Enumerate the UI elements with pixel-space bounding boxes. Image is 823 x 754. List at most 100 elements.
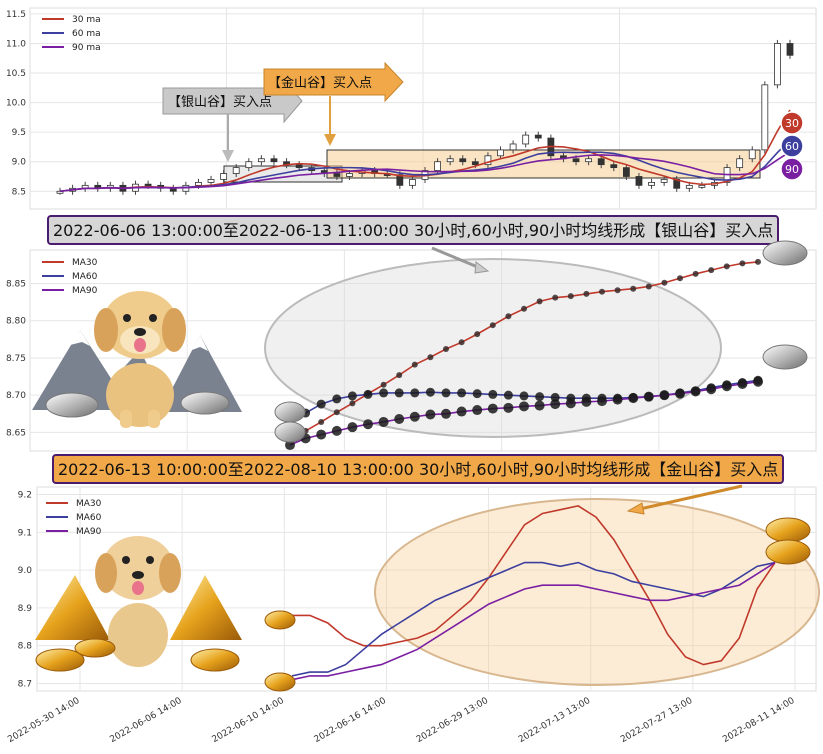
silver-ma-marker — [755, 258, 761, 265]
silver-ma-marker — [692, 270, 699, 277]
silver-ma-marker — [503, 402, 514, 413]
silver-ma-marker — [363, 389, 373, 399]
ma-badge — [780, 111, 804, 135]
price-legend: 30 ma 60 ma 90 ma — [42, 15, 101, 53]
silver-ma-marker — [583, 290, 590, 297]
candle-body — [195, 181, 202, 186]
gold-pointer-head — [324, 134, 336, 146]
candle-body — [660, 179, 668, 183]
candle-body — [597, 158, 605, 166]
silver-y-tick: 8.85 — [6, 280, 26, 290]
silver-ma-marker — [411, 361, 418, 368]
silver-ma-marker — [443, 346, 449, 353]
silver-ma-marker — [581, 396, 592, 407]
silver-ma-marker — [628, 393, 639, 404]
gold-y-tick: 8.7 — [18, 679, 32, 689]
candle-body — [635, 176, 643, 186]
silver-ma-marker — [457, 388, 467, 398]
silver-ma-marker — [706, 384, 717, 395]
silver-ma-marker — [690, 386, 701, 397]
candle-body — [333, 173, 341, 177]
candle-body — [346, 173, 353, 177]
silver-ma-marker — [614, 287, 621, 294]
legend-label: MA30 — [76, 499, 102, 509]
silver-ma-marker — [567, 293, 574, 300]
price-panel: 8.5 9.0 9.5 10.0 10.5 11.0 11.5 30 ma 60 ma 90 m… — [6, 7, 817, 210]
gold-x-tick: 2022-08-11 14:00 — [721, 696, 796, 745]
silver-y-tick: 8.70 — [6, 391, 26, 401]
candle-body — [585, 158, 593, 163]
ma-badges: 30 60 90 — [780, 111, 804, 181]
candle-body — [245, 161, 253, 169]
legend-label: 30 ma — [72, 15, 101, 25]
silver-ma-marker — [425, 409, 436, 420]
silver-ma-marker — [331, 425, 342, 436]
gold-y-tick: 8.9 — [18, 604, 33, 614]
silver-ma-marker — [534, 400, 545, 411]
ma-badge — [780, 134, 804, 158]
dog-illustration-gold — [95, 536, 181, 667]
silver-ma-marker — [643, 391, 654, 402]
silver-ma-marker — [597, 396, 607, 407]
candle-body — [169, 187, 177, 192]
candle-body — [648, 181, 655, 186]
price-y-ticks: 8.5 9.0 9.5 10.0 10.5 11.0 11.5 — [6, 10, 26, 197]
price-y-tick: 10.0 — [6, 99, 26, 109]
candle-body — [497, 149, 504, 157]
silver-ma-marker — [410, 388, 420, 398]
silver-ma-marker — [505, 313, 512, 320]
silver-ma-marker — [332, 394, 342, 404]
candle-body — [698, 184, 706, 188]
gold-ma-line — [292, 505, 776, 666]
gold-x-ticks: 2022-05-30 14:00 2022-06-06 14:00 2022-06-… — [6, 696, 796, 745]
candle-body — [446, 158, 454, 163]
gold-x-tick: 2022-06-29 13:00 — [415, 696, 490, 745]
price-ma-lines — [59, 109, 791, 193]
silver-ma-marker — [396, 372, 403, 379]
silver-ma-marker — [708, 267, 715, 274]
dog-illustration — [94, 291, 186, 428]
silver-ma-marker — [565, 398, 576, 409]
gold-x-tick: 2022-06-16 14:00 — [313, 696, 388, 745]
silver-ma-marker — [737, 379, 748, 389]
gold-ma-lines — [291, 505, 776, 681]
silver-ma-marker — [519, 401, 529, 412]
silver-ma-marker — [349, 400, 356, 407]
silver-ma-marker — [427, 354, 434, 361]
silver-pointer-head — [222, 150, 234, 162]
gold-banner: 2022-06-13 10:00:00至2022-08-10 13:00:00 … — [52, 454, 784, 484]
silver-y-tick: 8.75 — [6, 354, 26, 364]
candle-body — [434, 161, 441, 171]
gold-y-tick: 9.0 — [18, 566, 33, 576]
candle-body — [471, 161, 479, 166]
candle-body — [610, 164, 618, 169]
gold-panel: 8.7 8.8 8.9 9.0 9.1 9.2 MA30 MA60 MA90 2022-05-… — [6, 484, 820, 745]
legend-label: MA30 — [72, 258, 98, 268]
silver-ma-marker — [285, 440, 295, 451]
silver-ma-marker — [472, 405, 483, 416]
silver-ma-marker — [521, 305, 527, 312]
gold-x-tick: 2022-07-13 13:00 — [517, 696, 592, 745]
silver-ma-marker — [503, 390, 513, 400]
silver-callout-head — [474, 261, 490, 274]
silver-ma-marker — [347, 422, 358, 433]
candle-body — [484, 155, 492, 166]
candle-body — [736, 158, 744, 169]
silver-ma-marker — [394, 413, 405, 424]
silver-ma-marker — [519, 391, 529, 401]
silver-ma-marker — [677, 275, 683, 282]
legend-label: MA90 — [76, 527, 102, 537]
silver-ma-marker — [380, 381, 387, 388]
silver-ma-marker — [363, 419, 373, 430]
silver-ma-marker — [409, 411, 420, 422]
silver-y-tick: 8.80 — [6, 317, 26, 327]
gold-callout-arrow — [639, 484, 743, 511]
silver-ma-marker — [739, 260, 746, 267]
silver-ma-marker — [489, 322, 496, 329]
price-y-tick: 10.5 — [6, 69, 26, 79]
silver-ma-marker — [394, 388, 404, 398]
silver-ma-marker — [630, 285, 637, 292]
silver-ma-marker — [488, 389, 498, 399]
candle-body — [774, 43, 781, 86]
candle-body — [622, 167, 630, 177]
